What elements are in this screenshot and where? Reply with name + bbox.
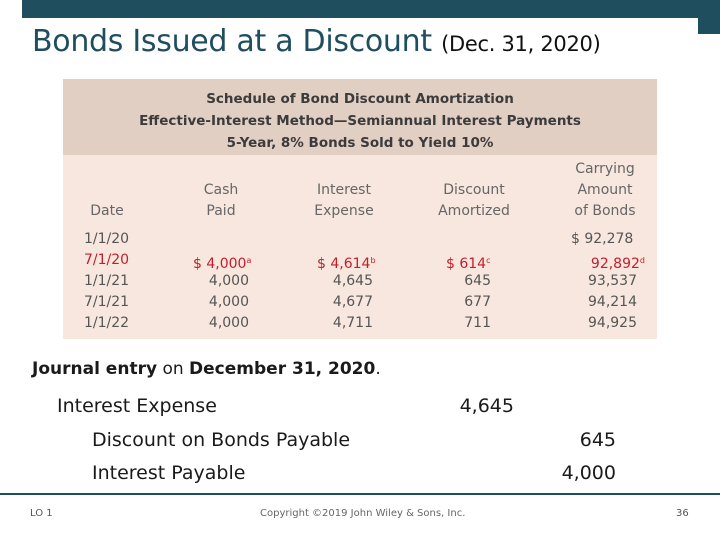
cell-interest-expense: $ 4,614b [317,250,376,275]
top-right-accent-block [698,0,720,34]
cell-cash-paid: 4,000 [208,315,249,331]
slide-title: Bonds Issued at a Discount (Dec. 31, 202… [32,24,601,59]
col-head-discount-line2: Amortized [438,203,510,219]
je-credit-amount: 4,000 [561,462,616,484]
cell-carrying-value: 92,892 [590,256,640,272]
col-head-cash-line1: Cash [203,182,239,198]
cell-carrying: 94,925 [588,315,637,331]
slide-title-date: (Dec. 31, 2020) [441,32,601,56]
schedule-header: Schedule of Bond Discount Amortization E… [63,79,657,155]
journal-caption: Journal entry on December 31, 2020. [32,359,381,379]
cell-cash-paid: $ 4,000a [193,250,251,275]
cell-date: 1/1/22 [84,315,130,331]
footnote-mark: d [639,256,645,265]
col-head-carrying-amount: Carrying Amount of Bonds [563,159,647,222]
col-head-date: Date [77,201,137,222]
slide-title-main: Bonds Issued at a Discount [32,24,432,59]
copyright-notice: Copyright ©2019 John Wiley & Sons, Inc. [260,508,466,519]
cell-cash-paid-value: $ 4,000 [193,256,247,272]
journal-caption-bold: Journal entry [32,359,158,379]
cell-interest-expense: 4,677 [332,294,373,310]
journal-caption-date: December 31, 2020 [189,359,376,379]
cell-carrying: 93,537 [588,273,637,289]
cell-date: 1/1/20 [84,231,130,247]
learning-objective-label: LO 1 [30,508,53,519]
cell-carrying: 92,892d [571,250,645,275]
footer-divider [0,493,720,495]
page-number: 36 [676,508,689,519]
footnote-mark: c [486,256,491,265]
cell-interest-expense: 4,711 [332,315,373,331]
cell-date: 1/1/21 [84,273,130,289]
cell-discount-amortized: 711 [464,315,491,331]
col-head-interest-expense: Interest Expense [304,180,384,222]
cell-date: 7/1/20 [84,252,130,268]
cell-carrying: 94,214 [588,294,637,310]
col-head-interest-line2: Expense [314,203,374,219]
journal-caption-period: . [375,359,381,379]
cell-cash-paid: 4,000 [208,294,249,310]
col-head-discount-amortized: Discount Amortized [432,180,516,222]
col-head-cash-paid: Cash Paid [181,180,261,222]
col-head-carrying-line1: Carrying [575,161,635,177]
cell-carrying: $ 92,278 [571,231,634,247]
col-head-carrying-line2: Amount [577,182,633,198]
journal-caption-on: on [157,359,190,379]
cell-discount-amortized: 645 [464,273,491,289]
schedule-method: Effective-Interest Method—Semiannual Int… [139,113,581,129]
cell-cash-paid: 4,000 [208,273,249,289]
col-head-interest-line1: Interest [317,182,371,198]
schedule-title: Schedule of Bond Discount Amortization [206,91,514,107]
je-debit-amount: 4,645 [459,395,514,417]
col-head-date-line: Date [90,203,124,219]
col-head-carrying-line3: of Bonds [574,203,636,219]
cell-discount-amortized: $ 614c [446,250,491,275]
je-account-credit: Discount on Bonds Payable [92,429,351,451]
footnote-mark: a [246,256,252,265]
col-head-discount-line1: Discount [443,182,505,198]
cell-date: 7/1/21 [84,294,130,310]
cell-discount-amortized: 677 [464,294,491,310]
top-accent-bar [22,0,698,18]
je-account-credit: Interest Payable [92,462,246,484]
schedule-terms: 5-Year, 8% Bonds Sold to Yield 10% [226,135,494,151]
je-account-debit: Interest Expense [57,395,217,417]
amortization-schedule: Schedule of Bond Discount Amortization E… [63,79,657,339]
cell-interest-value: $ 4,614 [317,256,371,272]
footnote-mark: b [370,256,376,265]
je-credit-amount: 645 [579,429,616,451]
cell-discount-value: $ 614 [446,256,487,272]
col-head-cash-line2: Paid [206,203,236,219]
cell-interest-expense: 4,645 [332,273,373,289]
